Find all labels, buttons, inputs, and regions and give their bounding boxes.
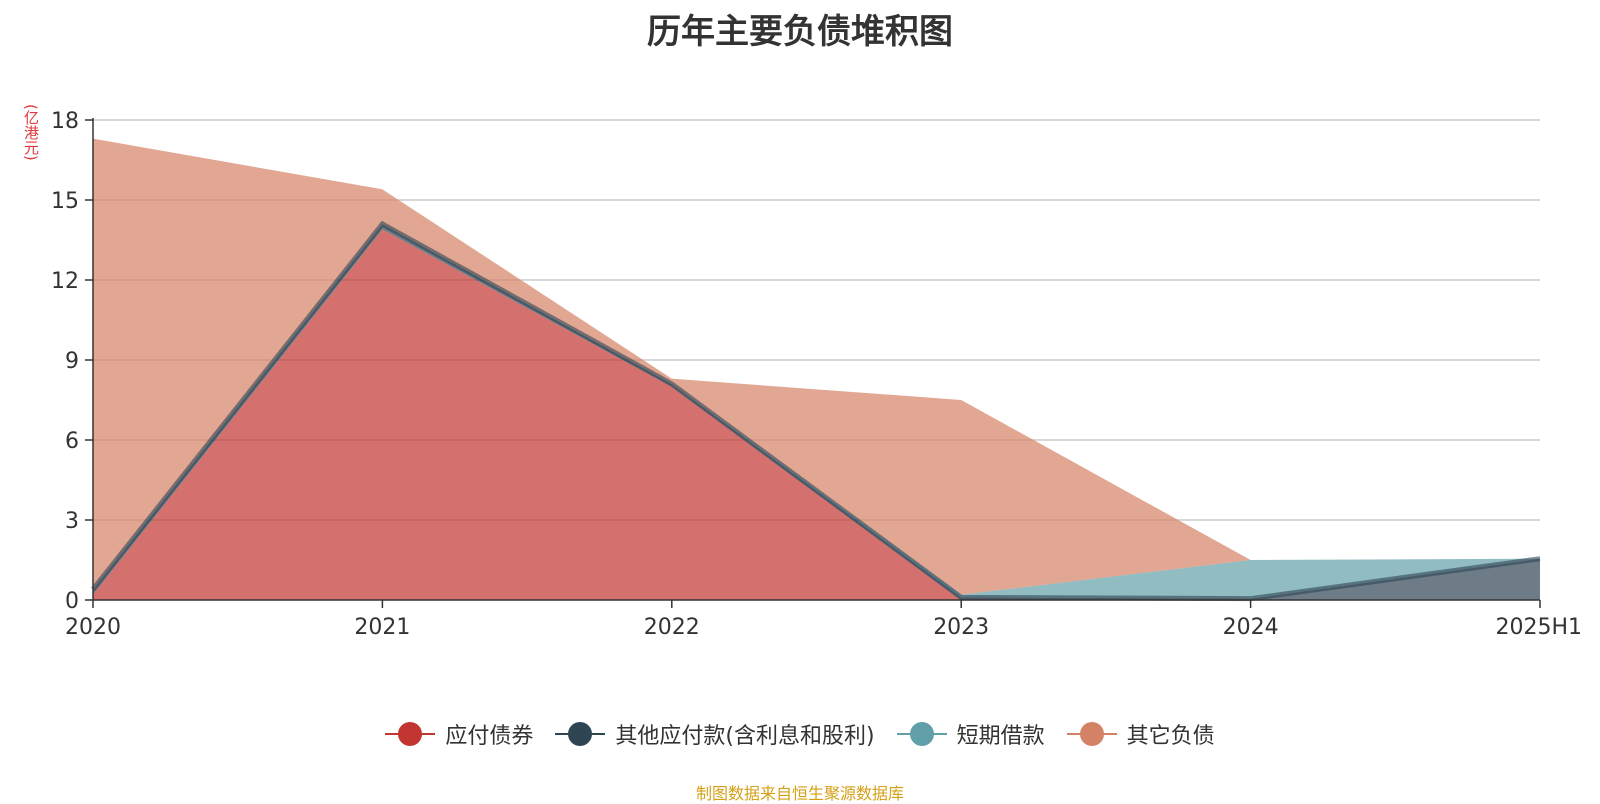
- legend: 应付债券 其他应付款(含利息和股利) 短期借款 其它负债: [0, 718, 1600, 750]
- y-tick-label: 9: [65, 349, 79, 374]
- legend-label: 其它负债: [1126, 724, 1215, 749]
- x-tick-label: 2020: [65, 615, 121, 640]
- y-tick-label: 15: [51, 189, 79, 214]
- legend-item[interactable]: 短期借款: [896, 718, 1045, 750]
- source-note: 制图数据来自恒生聚源数据库: [695, 784, 904, 803]
- legend-marker-icon: [555, 721, 606, 747]
- area-series-3: [93, 138, 1540, 595]
- y-tick-label: 18: [51, 109, 79, 134]
- x-tick-label: 2022: [644, 615, 700, 640]
- legend-label: 短期借款: [956, 724, 1045, 749]
- legend-marker-icon: [385, 721, 436, 747]
- legend-item[interactable]: 其他应付款(含利息和股利): [555, 718, 875, 750]
- chart-title: 历年主要负债堆积图: [647, 12, 953, 52]
- legend-label: 应付债券: [445, 724, 534, 749]
- legend-marker-icon: [896, 721, 947, 747]
- chart-plot: 0 3 6 9 12 15 18 2020 2021 2022 2023 2024 2025H1: [51, 109, 1582, 640]
- legend-label: 其他应付款(含利息和股利): [615, 724, 875, 749]
- y-tick-label: 12: [51, 269, 79, 294]
- y-axis-unit-label: (亿港元): [22, 104, 40, 161]
- y-tick-label: 0: [65, 589, 79, 614]
- x-tick-label: 2024: [1223, 615, 1279, 640]
- series-line-1: [91, 220, 1541, 602]
- x-tick-label: 2021: [354, 615, 410, 640]
- y-tick-label: 3: [65, 509, 79, 534]
- legend-item[interactable]: 应付债券: [385, 718, 533, 750]
- legend-item[interactable]: 其它负债: [1066, 718, 1215, 750]
- area-series-0: [93, 229, 1540, 601]
- area-series-2: [93, 224, 1540, 599]
- x-tick-label: 2025H1: [1495, 615, 1582, 640]
- legend-marker-icon: [1066, 721, 1117, 747]
- y-tick-label: 6: [65, 429, 79, 454]
- x-tick-label: 2023: [933, 615, 989, 640]
